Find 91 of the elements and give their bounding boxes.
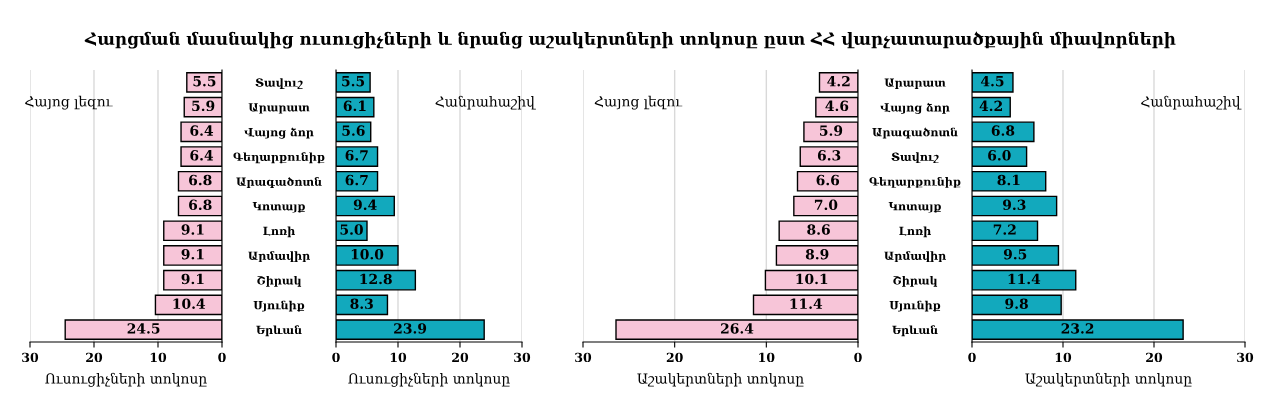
y-tick-label: Գեղարքունիք xyxy=(233,152,325,164)
data-label: 8.1 xyxy=(997,174,1020,186)
data-label: 6.8 xyxy=(189,174,212,186)
x-tick-label: 0 xyxy=(854,352,862,363)
x-tick-label: 0 xyxy=(968,352,976,363)
x-axis-title: Ուսուցիչների տոկոսը xyxy=(45,372,207,387)
y-tick-label: Լոռի xyxy=(263,226,295,238)
data-label: 9.3 xyxy=(1002,199,1026,211)
data-label: 10.4 xyxy=(173,298,206,309)
x-axis-title: Ուսուցիչների տոկոսը xyxy=(348,372,510,387)
y-tick-label: Երևան xyxy=(256,325,302,337)
data-label: 9.1 xyxy=(181,248,204,260)
data-label: 26.4 xyxy=(721,323,754,334)
data-label: 24.5 xyxy=(127,323,160,334)
y-tick-label: Կոտայք xyxy=(252,202,305,213)
annotation: Հանրահաշիվ xyxy=(1141,95,1242,110)
data-label: 7.0 xyxy=(814,199,838,211)
data-label: 6.8 xyxy=(189,199,212,211)
data-label: 10.1 xyxy=(796,273,828,285)
y-tick-label: Երևան xyxy=(892,325,938,337)
data-label: 4.2 xyxy=(827,75,850,87)
y-tick-label: Վայոց ձոր xyxy=(244,127,314,139)
y-tick-label: Արագածոտն xyxy=(236,176,322,188)
data-label: 6.4 xyxy=(190,125,214,136)
data-label: 9.1 xyxy=(181,273,204,285)
data-label: 10.0 xyxy=(351,248,384,260)
data-label: 6.7 xyxy=(345,174,368,186)
annotation: Հանրահաշիվ xyxy=(435,95,536,110)
annotation: Հայոց լեզու xyxy=(25,95,113,110)
data-label: 6.4 xyxy=(190,150,214,161)
data-label: 4.5 xyxy=(980,75,1004,87)
y-tick-label: Արագածոտն xyxy=(872,127,958,139)
data-label: 9.8 xyxy=(1005,298,1028,309)
x-tick-label: 20 xyxy=(1146,352,1163,363)
x-tick-label: 10 xyxy=(1055,352,1072,363)
y-tick-label: Կոտայք xyxy=(888,202,941,213)
x-tick-label: 10 xyxy=(759,352,775,363)
x-tick-label: 30 xyxy=(575,352,592,363)
data-label: 8.6 xyxy=(807,224,830,235)
data-label: 8.9 xyxy=(805,248,829,260)
y-tick-label: Արմավիր xyxy=(884,251,946,263)
data-label: 8.3 xyxy=(350,298,373,309)
annotation: Հայոց լեզու xyxy=(594,95,683,110)
x-tick-label: 30 xyxy=(514,352,531,363)
data-label: 4.6 xyxy=(825,100,849,112)
x-axis-title: Աշակերտների տոկոսը xyxy=(1025,372,1192,387)
data-label: 5.5 xyxy=(342,76,365,87)
x-tick-label: 0 xyxy=(218,352,226,363)
data-label: 6.6 xyxy=(816,174,840,186)
y-tick-label: Շիրակ xyxy=(257,275,302,287)
data-label: 11.4 xyxy=(1008,273,1041,285)
y-tick-label: Արարատ xyxy=(884,78,946,89)
data-label: 5.5 xyxy=(193,76,216,87)
y-tick-label: Արարատ xyxy=(248,103,310,114)
x-tick-label: 20 xyxy=(452,352,469,363)
data-label: 5.0 xyxy=(340,224,363,235)
data-label: 5.6 xyxy=(342,125,365,136)
y-tick-label: Շիրակ xyxy=(893,275,938,287)
data-label: 6.8 xyxy=(991,125,1015,136)
data-label: 9.1 xyxy=(181,224,204,235)
x-tick-label: 0 xyxy=(332,352,340,363)
data-label: 23.9 xyxy=(394,323,427,334)
y-tick-label: Տավուշ xyxy=(255,78,303,89)
data-label: 6.7 xyxy=(345,150,368,161)
y-tick-label: Տավուշ xyxy=(891,152,939,164)
data-label: 12.8 xyxy=(360,273,392,285)
data-label: 9.4 xyxy=(353,199,377,211)
x-tick-label: 10 xyxy=(150,352,167,363)
y-tick-label: Գեղարքունիք xyxy=(869,176,961,188)
data-label: 7.2 xyxy=(993,224,1016,235)
data-label: 6.3 xyxy=(817,150,841,161)
x-tick-label: 30 xyxy=(22,352,39,363)
y-tick-label: Սյունիք xyxy=(889,300,941,312)
y-tick-label: Արմավիր xyxy=(248,251,310,263)
x-tick-label: 20 xyxy=(666,352,683,363)
text: Հարցման մասնակից ուսուցիչների և նրանց աշակերտների տոկոսը ըստ ՀՀ վարչատարածքային միավորների xyxy=(84,31,1176,49)
data-label: 5.9 xyxy=(192,100,215,112)
data-label: 4.2 xyxy=(979,100,1002,112)
data-label: 23.2 xyxy=(1061,323,1094,334)
y-tick-label: Վայոց ձոր xyxy=(880,102,950,114)
data-label: 11.4 xyxy=(790,298,823,309)
data-label: 5.9 xyxy=(820,125,843,136)
y-tick-label: Լոռի xyxy=(899,226,931,238)
x-tick-label: 20 xyxy=(86,352,103,363)
data-label: 9.5 xyxy=(1003,248,1027,260)
x-tick-label: 10 xyxy=(390,352,407,363)
data-label: 6.1 xyxy=(343,100,366,112)
y-tick-label: Սյունիք xyxy=(253,300,305,312)
data-label: 6.0 xyxy=(988,150,1011,161)
x-tick-label: 30 xyxy=(1237,352,1254,363)
x-axis-title: Աշակերտների տոկոսը xyxy=(637,372,804,387)
